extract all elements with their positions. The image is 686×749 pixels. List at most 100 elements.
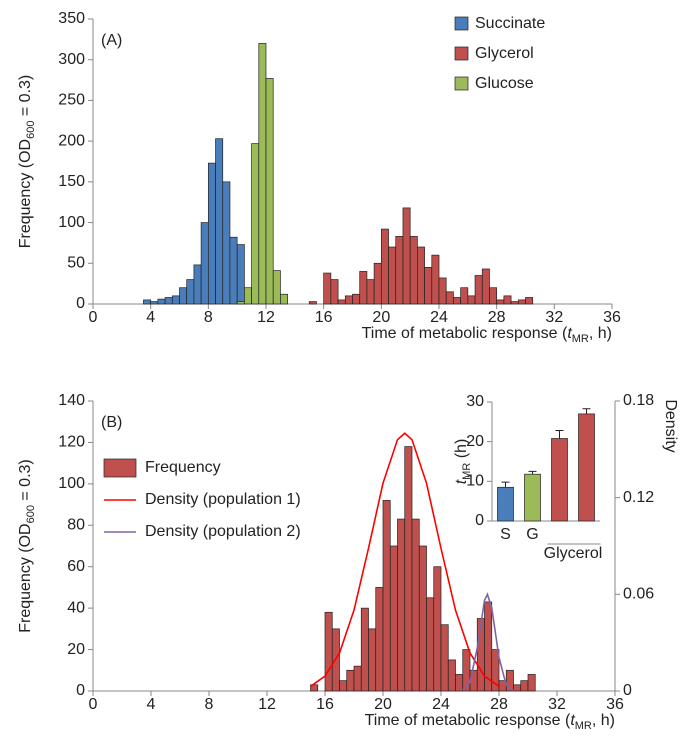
- legend-swatch: [103, 458, 137, 478]
- x-tick-label: 24: [432, 696, 450, 713]
- histogram-bar: [489, 287, 498, 305]
- histogram-bar: [366, 279, 375, 305]
- histogram-bar: [453, 297, 461, 305]
- histogram-bar: [337, 299, 346, 305]
- histogram-bar: [244, 287, 252, 305]
- y2-tick-label: 0.12: [623, 489, 654, 506]
- x-axis-label: Time of metabolic response (tMR, h): [362, 325, 612, 345]
- histogram-bar: [517, 299, 526, 305]
- histogram-bar: [496, 299, 505, 305]
- histogram-bar: [346, 669, 355, 692]
- histogram-bar: [520, 680, 529, 692]
- histogram-bar: [481, 268, 490, 305]
- label-part: (h): [453, 439, 470, 463]
- histogram-bar: [395, 236, 404, 305]
- x-tick-label: 20: [372, 309, 390, 326]
- y2-tick-label: 0.18: [623, 392, 654, 409]
- histogram-bar: [388, 246, 397, 305]
- error-bar: [501, 481, 510, 488]
- y-tick-label: 30: [466, 393, 484, 410]
- y-tick-label: 200: [58, 132, 85, 149]
- x-tick-label: 0: [89, 696, 98, 713]
- y-tick-label: 20: [466, 433, 484, 450]
- x-tick-label: 32: [548, 696, 566, 713]
- density-line: [462, 592, 514, 692]
- histogram-bar: [505, 669, 514, 692]
- legend-swatch: [454, 76, 469, 91]
- histogram-bar: [265, 78, 274, 305]
- legend-swatch: [454, 16, 469, 31]
- label-part: t: [570, 712, 575, 729]
- legend-label: Glucose: [475, 75, 534, 92]
- histogram-bar: [397, 518, 406, 692]
- histogram-bar: [460, 287, 469, 305]
- label-part: = 0.3): [17, 459, 34, 505]
- bar: [524, 473, 541, 522]
- histogram-bar: [404, 446, 413, 692]
- y-tick-label: 0: [475, 512, 484, 529]
- legend-label: Density (population 1): [145, 491, 301, 508]
- y2-axis-label: Density: [662, 399, 679, 452]
- histogram-bar: [171, 295, 180, 305]
- histogram-bar: [440, 624, 449, 692]
- legend-label: Density (population 2): [145, 523, 301, 540]
- histogram-bar: [359, 271, 368, 305]
- y-tick-label: 10: [466, 473, 484, 490]
- histogram-bar: [380, 228, 389, 305]
- y-tick-label: 150: [58, 173, 85, 190]
- histogram-bar: [157, 298, 166, 305]
- histogram-bar: [474, 275, 483, 305]
- legend-label: Glycerol: [475, 45, 534, 62]
- y-axis-label: Frequency (OD600 = 0.3): [17, 459, 37, 633]
- histogram-bar: [438, 277, 447, 305]
- histogram-bar: [215, 138, 224, 305]
- label-part: Frequency (OD: [17, 139, 34, 248]
- label-part: Time of metabolic response (: [365, 712, 571, 729]
- error-bar: [582, 408, 591, 414]
- y-tick-label: 80: [67, 517, 85, 534]
- histogram-bar: [525, 297, 534, 305]
- y-tick-label: 100: [58, 214, 85, 231]
- histogram-bar: [229, 236, 238, 305]
- histogram-bar: [467, 295, 476, 305]
- histogram-bar: [236, 301, 245, 305]
- label-part: Time of metabolic response (: [362, 325, 568, 342]
- x-tick-label: 24: [430, 309, 448, 326]
- histogram-bar: [510, 301, 519, 305]
- histogram-bar: [409, 236, 418, 305]
- label-part: Frequency (OD: [17, 523, 34, 632]
- x-tick-label: 0: [89, 309, 98, 326]
- error-bar: [528, 470, 537, 475]
- y-tick-label: 300: [58, 51, 85, 68]
- histogram-bar: [323, 272, 332, 305]
- histogram-bar: [418, 545, 427, 692]
- x-tick-label: 12: [257, 309, 275, 326]
- bar: [497, 486, 514, 522]
- y-tick-label: 120: [58, 434, 85, 451]
- histogram-bar: [251, 143, 260, 305]
- histogram-bar: [417, 246, 425, 305]
- y-tick-label: 140: [58, 392, 85, 409]
- y2-tick-label: 0: [623, 682, 632, 699]
- bar: [578, 413, 595, 522]
- y-tick-label: 50: [67, 255, 85, 272]
- histogram-bar: [236, 244, 245, 305]
- group-label: Glycerol: [544, 545, 603, 562]
- histogram-bar: [280, 293, 288, 305]
- label-part: MR: [572, 333, 589, 345]
- histogram-bar: [308, 301, 317, 305]
- histogram-bar: [382, 500, 391, 692]
- histogram-bar: [310, 684, 319, 692]
- histogram-bar: [445, 291, 454, 305]
- error-bar: [555, 430, 564, 439]
- histogram-bar: [375, 587, 384, 692]
- histogram-bar: [272, 270, 281, 305]
- y-tick-label: 100: [58, 475, 85, 492]
- histogram-bar: [179, 287, 188, 305]
- label-part: t: [567, 325, 572, 342]
- histogram-bar: [513, 684, 522, 692]
- histogram-bar: [222, 181, 231, 305]
- label-part: , h): [592, 712, 615, 729]
- legend-swatch: [454, 46, 469, 61]
